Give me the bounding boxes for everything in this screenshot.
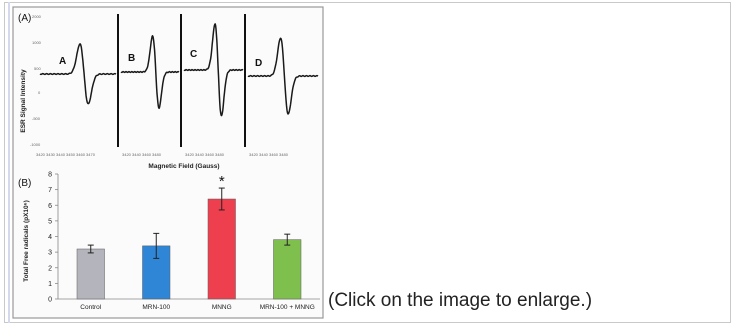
panel-a-ytick: 1000 — [32, 40, 42, 45]
panel-a-ylabel: ESR Signal Intensity — [20, 69, 27, 133]
y-tick-label: 4 — [48, 234, 52, 241]
y-tick-label: 6 — [48, 203, 52, 210]
panel-a-xticks: 3420 3440 3460 3480 — [185, 152, 225, 157]
esr-spectrum-a — [39, 43, 117, 105]
bar-mnng — [207, 198, 236, 300]
enlarge-caption[interactable]: (Click on the image to enlarge.) — [328, 290, 593, 311]
panel-a-label: (A) — [18, 13, 31, 24]
panel-a-xticks: 3420 3430 3440 3450 3460 3470 — [36, 152, 96, 157]
y-tick-label: 5 — [48, 218, 52, 225]
bar-mrn-100-mnng — [273, 239, 302, 300]
category-label: MRN-100 — [142, 304, 170, 311]
panel-b: (B) Total Free radicals (pX10⁶) 0 1 2 3 4 5 6 7… — [18, 172, 320, 311]
y-tick-label: 0 — [48, 297, 52, 304]
panel-a-ytick: 500 — [34, 66, 41, 71]
figure-image: (A) ESR Signal Intensity 2000 1000 500 0… — [12, 6, 324, 319]
panel-b-ylabel: Total Free radicals (pX10⁶) — [23, 200, 30, 282]
y-tick-label: 3 — [48, 250, 52, 257]
category-label: Control — [80, 304, 102, 311]
esr-spectra — [39, 23, 319, 117]
panel-a-ytick: 2000 — [32, 14, 42, 19]
spectrum-label-a: A — [59, 56, 66, 67]
esr-spectrum-b — [120, 35, 180, 110]
significance-marker: * — [219, 173, 225, 190]
left-rule — [8, 2, 10, 323]
y-tick-label: 8 — [48, 172, 52, 179]
category-labels: Control MRN-100 MNNG MRN-100 + MNNG — [80, 304, 315, 311]
category-label: MNNG — [212, 304, 232, 311]
bar-control — [76, 248, 105, 300]
bars: * — [76, 173, 302, 300]
esr-spectrum-d — [247, 37, 319, 115]
spectrum-label-b: B — [128, 53, 135, 64]
spectrum-label-c: C — [190, 49, 197, 60]
panel-a-xticks: 3420 3440 3460 3480 — [249, 152, 289, 157]
panel-a-xlabel: Magnetic Field (Gauss) — [148, 163, 219, 170]
content-frame — [4, 2, 731, 323]
panel-a-ytick: 0 — [38, 90, 41, 95]
panel-a-ytick: -1000 — [30, 142, 41, 147]
y-tick-labels: 0 1 2 3 4 5 6 7 8 — [48, 172, 58, 304]
panel-a-xticks: 3420 3440 3460 3480 — [122, 152, 162, 157]
panel-a-ytick: -500 — [32, 116, 41, 121]
esr-spectrum-c — [183, 23, 244, 117]
spectrum-label-d: D — [255, 58, 262, 69]
y-tick-label: 2 — [48, 265, 52, 272]
panel-a: (A) ESR Signal Intensity 2000 1000 500 0… — [18, 13, 319, 170]
category-label: MRN-100 + MNNG — [260, 304, 315, 311]
y-tick-label: 1 — [48, 281, 52, 288]
figure-image-link[interactable]: (A) ESR Signal Intensity 2000 1000 500 0… — [12, 6, 324, 319]
panel-b-label: (B) — [18, 178, 31, 189]
y-tick-label: 7 — [48, 187, 52, 194]
